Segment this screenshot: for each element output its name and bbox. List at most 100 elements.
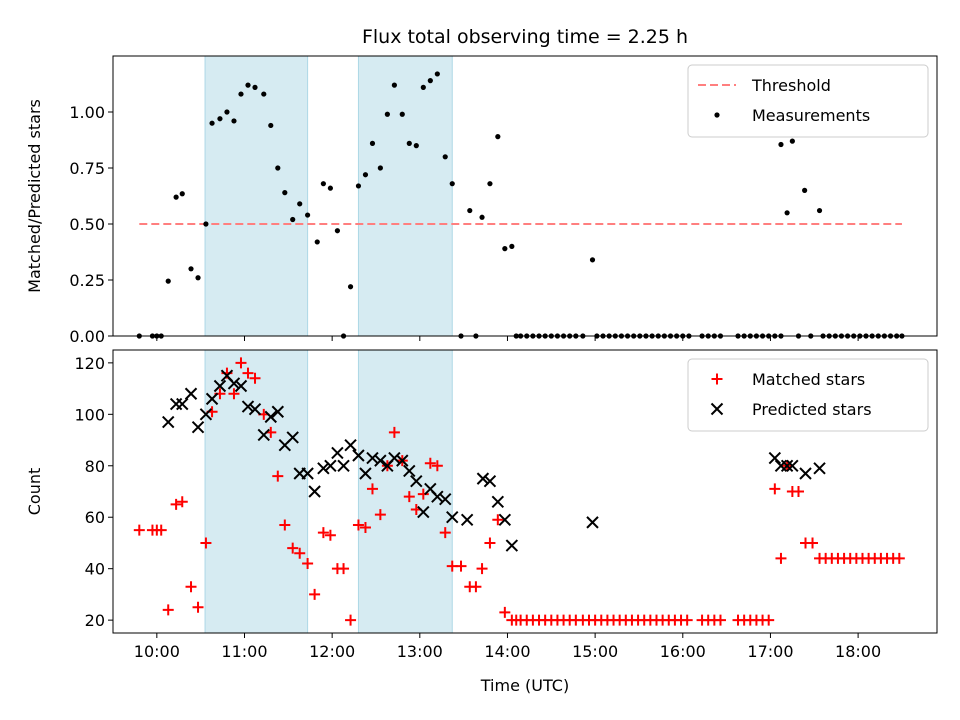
legend-matched-swatch: [711, 373, 723, 385]
predicted-star-point: [234, 379, 248, 393]
matched-star-point: [366, 483, 378, 495]
measurement-point: [362, 172, 369, 178]
predicted-star-point: [396, 454, 409, 467]
y-tick-label: 40: [85, 560, 105, 579]
x-axis-label: Time (UTC): [480, 676, 569, 695]
x-tick-label: 18:00: [835, 642, 881, 661]
legend-predicted-swatch: [710, 402, 724, 416]
measurement-point: [252, 84, 258, 90]
predicted-star-point: [476, 472, 490, 485]
matched-star-point: [176, 496, 188, 508]
x-tick-label: 15:00: [572, 642, 618, 661]
measurement-point: [369, 140, 376, 146]
predicted-star-point: [264, 410, 277, 424]
measurement-point: [479, 214, 485, 220]
predicted-star-point: [308, 485, 321, 498]
x-tick-label: 13:00: [397, 642, 443, 661]
measurement-point: [789, 138, 795, 144]
matched-star-point: [431, 460, 443, 472]
measurement-point: [231, 118, 237, 124]
y-tick-label: 0.25: [69, 271, 105, 290]
matched-star-point: [192, 601, 204, 613]
matched-star-point: [162, 604, 174, 616]
predicted-star-point: [813, 462, 826, 475]
matched-star-point: [200, 537, 212, 549]
legend-box: [687, 64, 929, 138]
measurement-point: [314, 239, 320, 245]
measurement-point: [203, 221, 209, 227]
matched-star-point: [769, 483, 781, 495]
measurement-point: [224, 109, 230, 115]
legend-label: Matched stars: [752, 370, 865, 389]
matched-star-point: [499, 606, 511, 618]
measurement-point: [509, 243, 515, 249]
predicted-star-point: [271, 405, 285, 418]
predicted-star-point: [374, 454, 387, 467]
measurement-point: [442, 154, 448, 160]
legend-label: Threshold: [751, 76, 831, 95]
predicted-star-point: [257, 428, 270, 442]
matched-star-point: [170, 498, 182, 510]
measurement-point: [802, 187, 808, 193]
measurement-point: [420, 84, 426, 90]
predicted-star-point: [324, 459, 337, 472]
y-tick-label: 0.75: [69, 159, 105, 178]
measurement-point: [297, 201, 303, 207]
legend: Matched stars Predicted stars: [687, 358, 929, 432]
y-axis-label: Count: [25, 468, 44, 516]
matched-star-point: [309, 588, 321, 600]
predicted-star-point: [331, 446, 344, 460]
measurement-point: [165, 278, 171, 284]
matched-star-point: [272, 470, 284, 482]
measurement-point: [467, 207, 473, 214]
matched-star-point: [455, 560, 467, 572]
predicted-star-point: [403, 464, 416, 478]
measurement-point: [305, 212, 311, 218]
measurement-point: [245, 82, 251, 88]
predicted-star-point: [184, 387, 198, 400]
predicted-star-point: [498, 513, 512, 527]
matched-star-point: [775, 552, 787, 564]
predicted-star-point: [301, 467, 314, 480]
predicted-star-point: [366, 451, 379, 465]
x-tick-label: 10:00: [134, 642, 180, 661]
measurement-point: [589, 257, 596, 263]
measurement-point: [778, 141, 784, 148]
measurement-point: [399, 111, 405, 117]
matched-star-point: [484, 537, 496, 549]
predicted-star-point: [446, 511, 459, 524]
predicted-star-point: [780, 459, 794, 472]
measurement-point: [816, 207, 823, 214]
measurement-point: [487, 181, 493, 187]
measurement-point: [384, 111, 390, 117]
matched-star-point: [249, 372, 261, 384]
predicted-star-point: [359, 467, 372, 480]
y-tick-label: 120: [74, 354, 105, 373]
matched-star-point: [279, 519, 291, 531]
matched-star-point: [338, 563, 350, 575]
matched-star-point: [792, 486, 804, 497]
predicted-star-point: [431, 490, 444, 503]
predicted-star-point: [483, 475, 497, 488]
matched-star-point: [294, 547, 306, 559]
matched-star-point: [235, 357, 247, 369]
matched-star-point: [492, 514, 504, 526]
predicted-star-point: [176, 397, 189, 411]
predicted-star-point: [388, 451, 401, 465]
measurement-point: [355, 183, 362, 189]
predicted-star-point: [799, 467, 812, 480]
matched-star-point: [242, 367, 254, 379]
measurement-point: [406, 140, 412, 146]
legend-measurement-swatch: [714, 112, 720, 118]
matched-star-point: [403, 491, 415, 503]
measurement-point: [434, 71, 440, 77]
predicted-star-point: [439, 493, 452, 506]
matched-star-point: [185, 581, 197, 593]
measurement-point: [449, 181, 455, 187]
measurement-point: [275, 165, 281, 171]
y-axis-label: Matched/Predicted stars: [25, 99, 44, 293]
matched-star-point: [302, 558, 314, 570]
measurement-point: [282, 190, 288, 196]
predicted-star-point: [491, 495, 505, 508]
